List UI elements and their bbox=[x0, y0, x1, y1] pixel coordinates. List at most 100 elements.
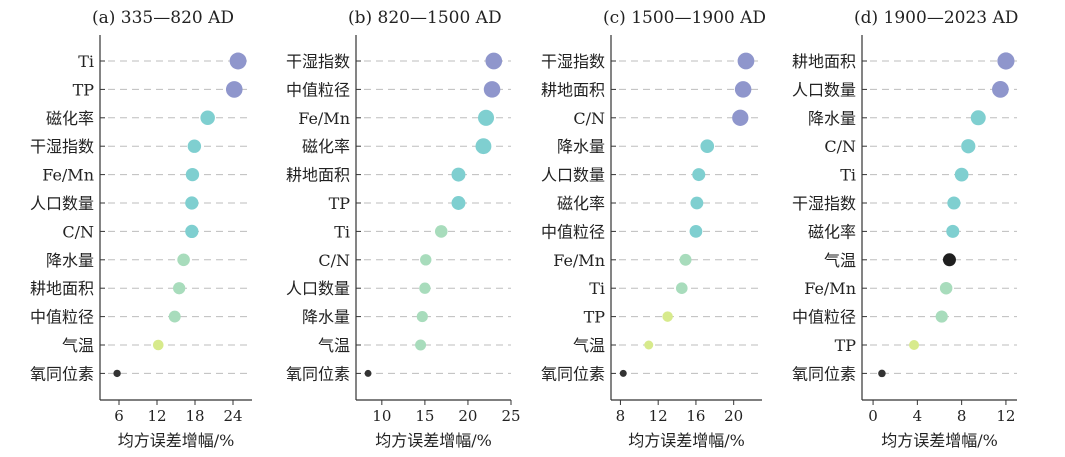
y-tick-label: Ti bbox=[840, 166, 856, 185]
x-tick-label: 12 bbox=[996, 407, 1015, 425]
x-tick-label: 8 bbox=[957, 407, 967, 425]
y-tick-label: Ti bbox=[334, 222, 350, 241]
data-point bbox=[485, 52, 503, 70]
y-tick-label: Fe/Mn bbox=[553, 251, 605, 270]
y-tick-label: C/N bbox=[62, 222, 94, 241]
data-point bbox=[690, 196, 704, 210]
x-axis-label: 均方误差增幅/% bbox=[375, 431, 492, 450]
data-point bbox=[451, 196, 466, 210]
data-point bbox=[939, 281, 953, 295]
data-point bbox=[675, 282, 688, 295]
y-tick-label: TP bbox=[835, 336, 857, 355]
data-point bbox=[689, 225, 703, 238]
y-tick-label: 气温 bbox=[824, 251, 856, 270]
y-tick-label: 气温 bbox=[573, 336, 605, 355]
y-tick-label: 中值粒径 bbox=[541, 222, 605, 241]
y-tick-label: 干湿指数 bbox=[792, 194, 856, 213]
x-tick-label: 18 bbox=[185, 407, 204, 425]
data-point bbox=[185, 167, 200, 182]
x-tick-label: 8 bbox=[616, 407, 626, 425]
y-tick-label: 耕地面积 bbox=[30, 279, 94, 298]
x-tick-label: 12 bbox=[649, 407, 668, 425]
y-tick-label: TP bbox=[584, 308, 606, 327]
y-tick-label: Ti bbox=[78, 52, 94, 71]
chart-title: (b) 820—1500 AD bbox=[348, 8, 502, 28]
data-point bbox=[177, 253, 190, 267]
data-point bbox=[416, 311, 428, 323]
y-tick-label: 氧同位素 bbox=[30, 364, 94, 383]
data-point bbox=[947, 196, 961, 210]
data-point bbox=[225, 81, 243, 98]
y-tick-label: 降水量 bbox=[302, 308, 350, 327]
y-tick-label: TP bbox=[329, 194, 351, 213]
data-point bbox=[946, 224, 960, 238]
y-tick-label: 耕地面积 bbox=[541, 80, 605, 99]
x-tick-label: 10 bbox=[372, 407, 391, 425]
x-tick-label: 12 bbox=[147, 407, 166, 425]
x-tick-label: 20 bbox=[458, 407, 477, 425]
data-point bbox=[364, 369, 372, 377]
y-tick-label: 中值粒径 bbox=[30, 308, 94, 327]
data-point bbox=[644, 340, 654, 350]
data-point bbox=[878, 369, 886, 378]
y-tick-label: 磁化率 bbox=[302, 137, 350, 156]
y-tick-label: Fe/Mn bbox=[42, 166, 94, 185]
y-tick-label: TP bbox=[73, 80, 95, 99]
data-point bbox=[419, 282, 431, 294]
y-tick-label: C/N bbox=[824, 137, 856, 156]
x-tick-label: 25 bbox=[501, 407, 520, 425]
y-tick-label: 磁化率 bbox=[46, 109, 94, 128]
data-point bbox=[229, 52, 247, 70]
data-point bbox=[997, 52, 1015, 70]
data-point bbox=[451, 167, 466, 182]
data-point bbox=[434, 225, 448, 238]
data-point bbox=[935, 310, 948, 323]
data-point bbox=[152, 339, 164, 351]
data-point bbox=[734, 81, 752, 98]
data-point bbox=[732, 109, 749, 126]
y-tick-label: 气温 bbox=[318, 336, 350, 355]
y-tick-label: 人口数量 bbox=[541, 166, 605, 185]
data-point bbox=[970, 110, 986, 126]
x-tick-label: 4 bbox=[913, 407, 923, 425]
x-tick-label: 16 bbox=[686, 407, 705, 425]
y-tick-label: C/N bbox=[318, 251, 350, 270]
data-point bbox=[679, 253, 692, 266]
y-tick-label: 降水量 bbox=[46, 251, 94, 270]
y-tick-label: 氧同位素 bbox=[792, 364, 856, 383]
data-point bbox=[662, 311, 673, 322]
data-point bbox=[477, 109, 495, 126]
y-tick-label: 耕地面积 bbox=[792, 52, 856, 71]
data-point bbox=[187, 139, 202, 153]
x-axis-label: 均方误差增幅/% bbox=[118, 431, 235, 450]
y-tick-label: 耕地面积 bbox=[286, 166, 350, 185]
data-point bbox=[415, 339, 427, 351]
y-tick-label: 人口数量 bbox=[30, 194, 94, 213]
y-tick-label: Fe/Mn bbox=[298, 109, 350, 128]
data-point bbox=[475, 138, 492, 155]
data-point bbox=[185, 224, 199, 239]
x-tick-label: 20 bbox=[724, 407, 743, 425]
data-point bbox=[168, 310, 181, 323]
y-tick-label: 氧同位素 bbox=[541, 364, 605, 383]
data-point bbox=[942, 253, 956, 267]
data-point bbox=[113, 369, 121, 378]
data-point bbox=[420, 254, 432, 266]
x-tick-label: 24 bbox=[223, 407, 242, 425]
data-point bbox=[185, 196, 199, 210]
y-tick-label: Ti bbox=[589, 279, 605, 298]
data-point bbox=[909, 339, 920, 351]
data-point bbox=[954, 167, 969, 182]
chart-title: (a) 335—820 AD bbox=[92, 8, 234, 28]
x-tick-label: 15 bbox=[415, 407, 434, 425]
data-point bbox=[700, 139, 715, 154]
chart-title: (c) 1500—1900 AD bbox=[603, 8, 766, 28]
y-tick-label: 降水量 bbox=[808, 109, 856, 128]
y-tick-label: 氧同位素 bbox=[286, 364, 350, 383]
y-tick-label: 干湿指数 bbox=[286, 52, 350, 71]
y-tick-label: 气温 bbox=[62, 336, 94, 355]
